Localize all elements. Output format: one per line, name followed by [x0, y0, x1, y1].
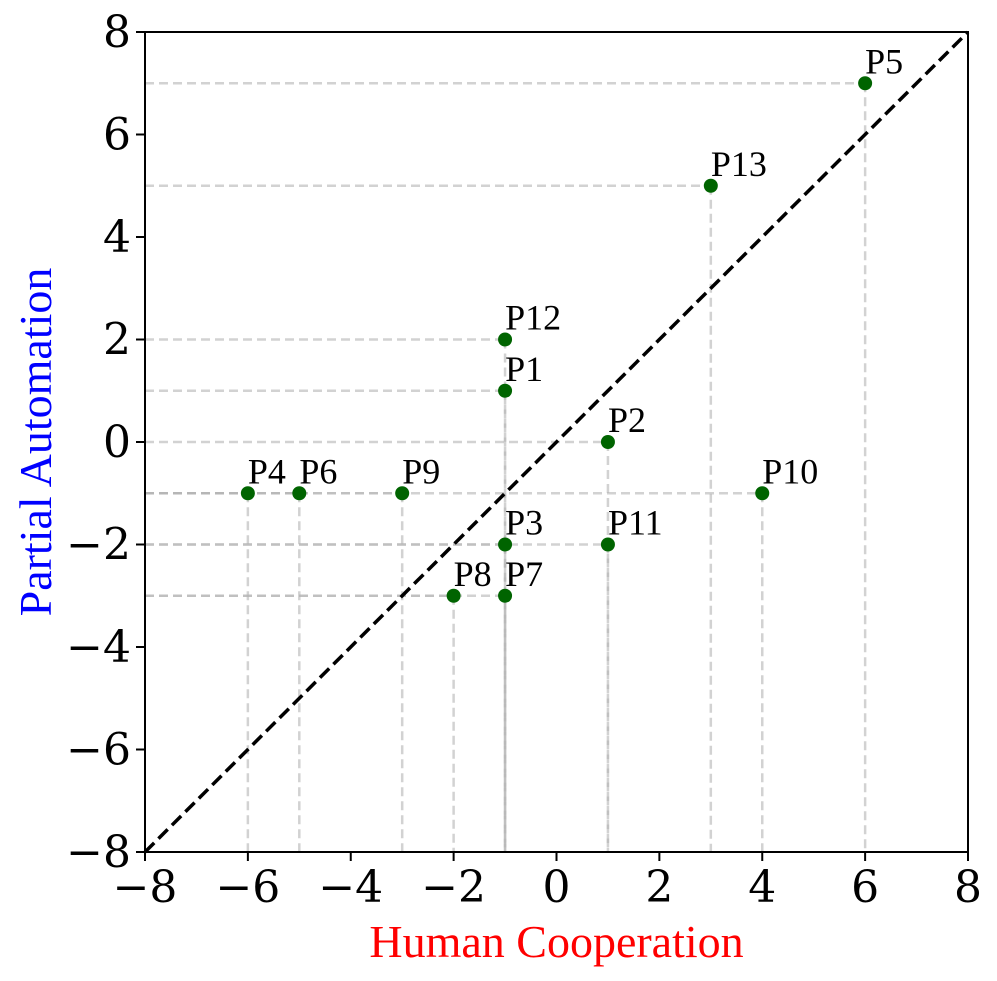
identity-reference-line — [143, 30, 970, 854]
x-tick-label: 6 — [851, 862, 879, 913]
point-label-p4: P4 — [248, 451, 286, 491]
x-tick-label: 2 — [645, 862, 673, 913]
y-tick-label: 4 — [103, 212, 131, 263]
point-label-p8: P8 — [454, 554, 492, 594]
point-label-p10: P10 — [762, 451, 818, 491]
point-label-p1: P1 — [505, 349, 543, 389]
data-point-p12 — [498, 332, 513, 347]
y-tick-label: −2 — [66, 520, 131, 571]
point-label-p3: P3 — [505, 503, 543, 543]
x-tick-label: −4 — [318, 862, 383, 913]
x-axis-title: Human Cooperation — [369, 916, 743, 967]
data-point-p4 — [240, 486, 255, 501]
point-labels: P1 P2 P3 P4 P5 P6 P7 P8 P9 P10 P11 P12 P13 — [248, 41, 903, 594]
point-label-p5: P5 — [865, 41, 903, 81]
x-tick-label: 8 — [954, 862, 982, 913]
data-point-p9 — [395, 486, 410, 501]
data-point-p3 — [498, 537, 513, 552]
point-label-p13: P13 — [711, 144, 767, 184]
y-tick-label: 2 — [103, 315, 131, 366]
data-point-p13 — [703, 178, 718, 193]
y-tick-label: 8 — [103, 7, 131, 58]
point-label-p7: P7 — [505, 554, 543, 594]
data-point-p2 — [600, 435, 615, 449]
point-label-p12: P12 — [505, 298, 561, 338]
y-tick-label: −8 — [66, 827, 131, 878]
point-label-p9: P9 — [402, 451, 440, 491]
data-point-p7 — [498, 588, 513, 603]
y-tick-label: 0 — [103, 417, 131, 468]
x-tick-label: −2 — [421, 862, 486, 913]
y-axis-title: Partial Automation — [10, 268, 61, 617]
y-axis-ticks: −8 −6 −4 −2 0 2 4 6 8 — [66, 7, 145, 878]
y-tick-label: 6 — [103, 110, 131, 161]
data-point-p5 — [858, 76, 873, 91]
point-label-p6: P6 — [299, 451, 337, 491]
point-label-p11: P11 — [608, 503, 663, 543]
data-point-p10 — [755, 486, 770, 501]
x-tick-label: 0 — [543, 862, 571, 913]
x-tick-label: −6 — [215, 862, 280, 913]
data-point-p11 — [600, 537, 615, 552]
data-points — [240, 76, 873, 603]
x-tick-label: 4 — [748, 862, 776, 913]
data-point-p8 — [446, 588, 461, 603]
data-point-p1 — [498, 383, 513, 398]
x-axis-ticks: −8 −6 −4 −2 0 2 4 6 8 — [113, 852, 982, 913]
y-tick-label: −6 — [66, 725, 131, 776]
point-label-p2: P2 — [608, 400, 646, 440]
data-point-p6 — [292, 486, 307, 501]
y-tick-label: −4 — [66, 622, 131, 673]
x-tick-label: −8 — [113, 862, 178, 913]
